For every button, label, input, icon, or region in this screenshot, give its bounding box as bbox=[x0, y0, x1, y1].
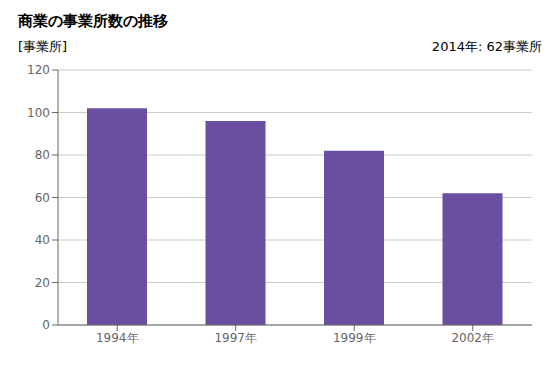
svg-text:1999年: 1999年 bbox=[333, 331, 376, 345]
svg-text:80: 80 bbox=[35, 148, 50, 162]
html-text:[事業所]: [事業所] bbox=[18, 39, 68, 54]
svg-text:0: 0 bbox=[42, 318, 50, 332]
svg-text:60: 60 bbox=[35, 191, 50, 205]
svg-text:1994年: 1994年 bbox=[96, 331, 139, 345]
svg-text:120: 120 bbox=[27, 63, 50, 77]
svg-text:40: 40 bbox=[35, 233, 50, 247]
html-text:商業の事業所数の推移: 商業の事業所数の推移 bbox=[18, 12, 168, 30]
svg-text:1997年: 1997年 bbox=[214, 331, 257, 345]
svg-text:100: 100 bbox=[27, 106, 50, 120]
svg-text:20: 20 bbox=[35, 276, 50, 290]
svg-text:2002年: 2002年 bbox=[451, 331, 494, 345]
html-text:2014年: 62事業所: 2014年: 62事業所 bbox=[431, 39, 542, 54]
